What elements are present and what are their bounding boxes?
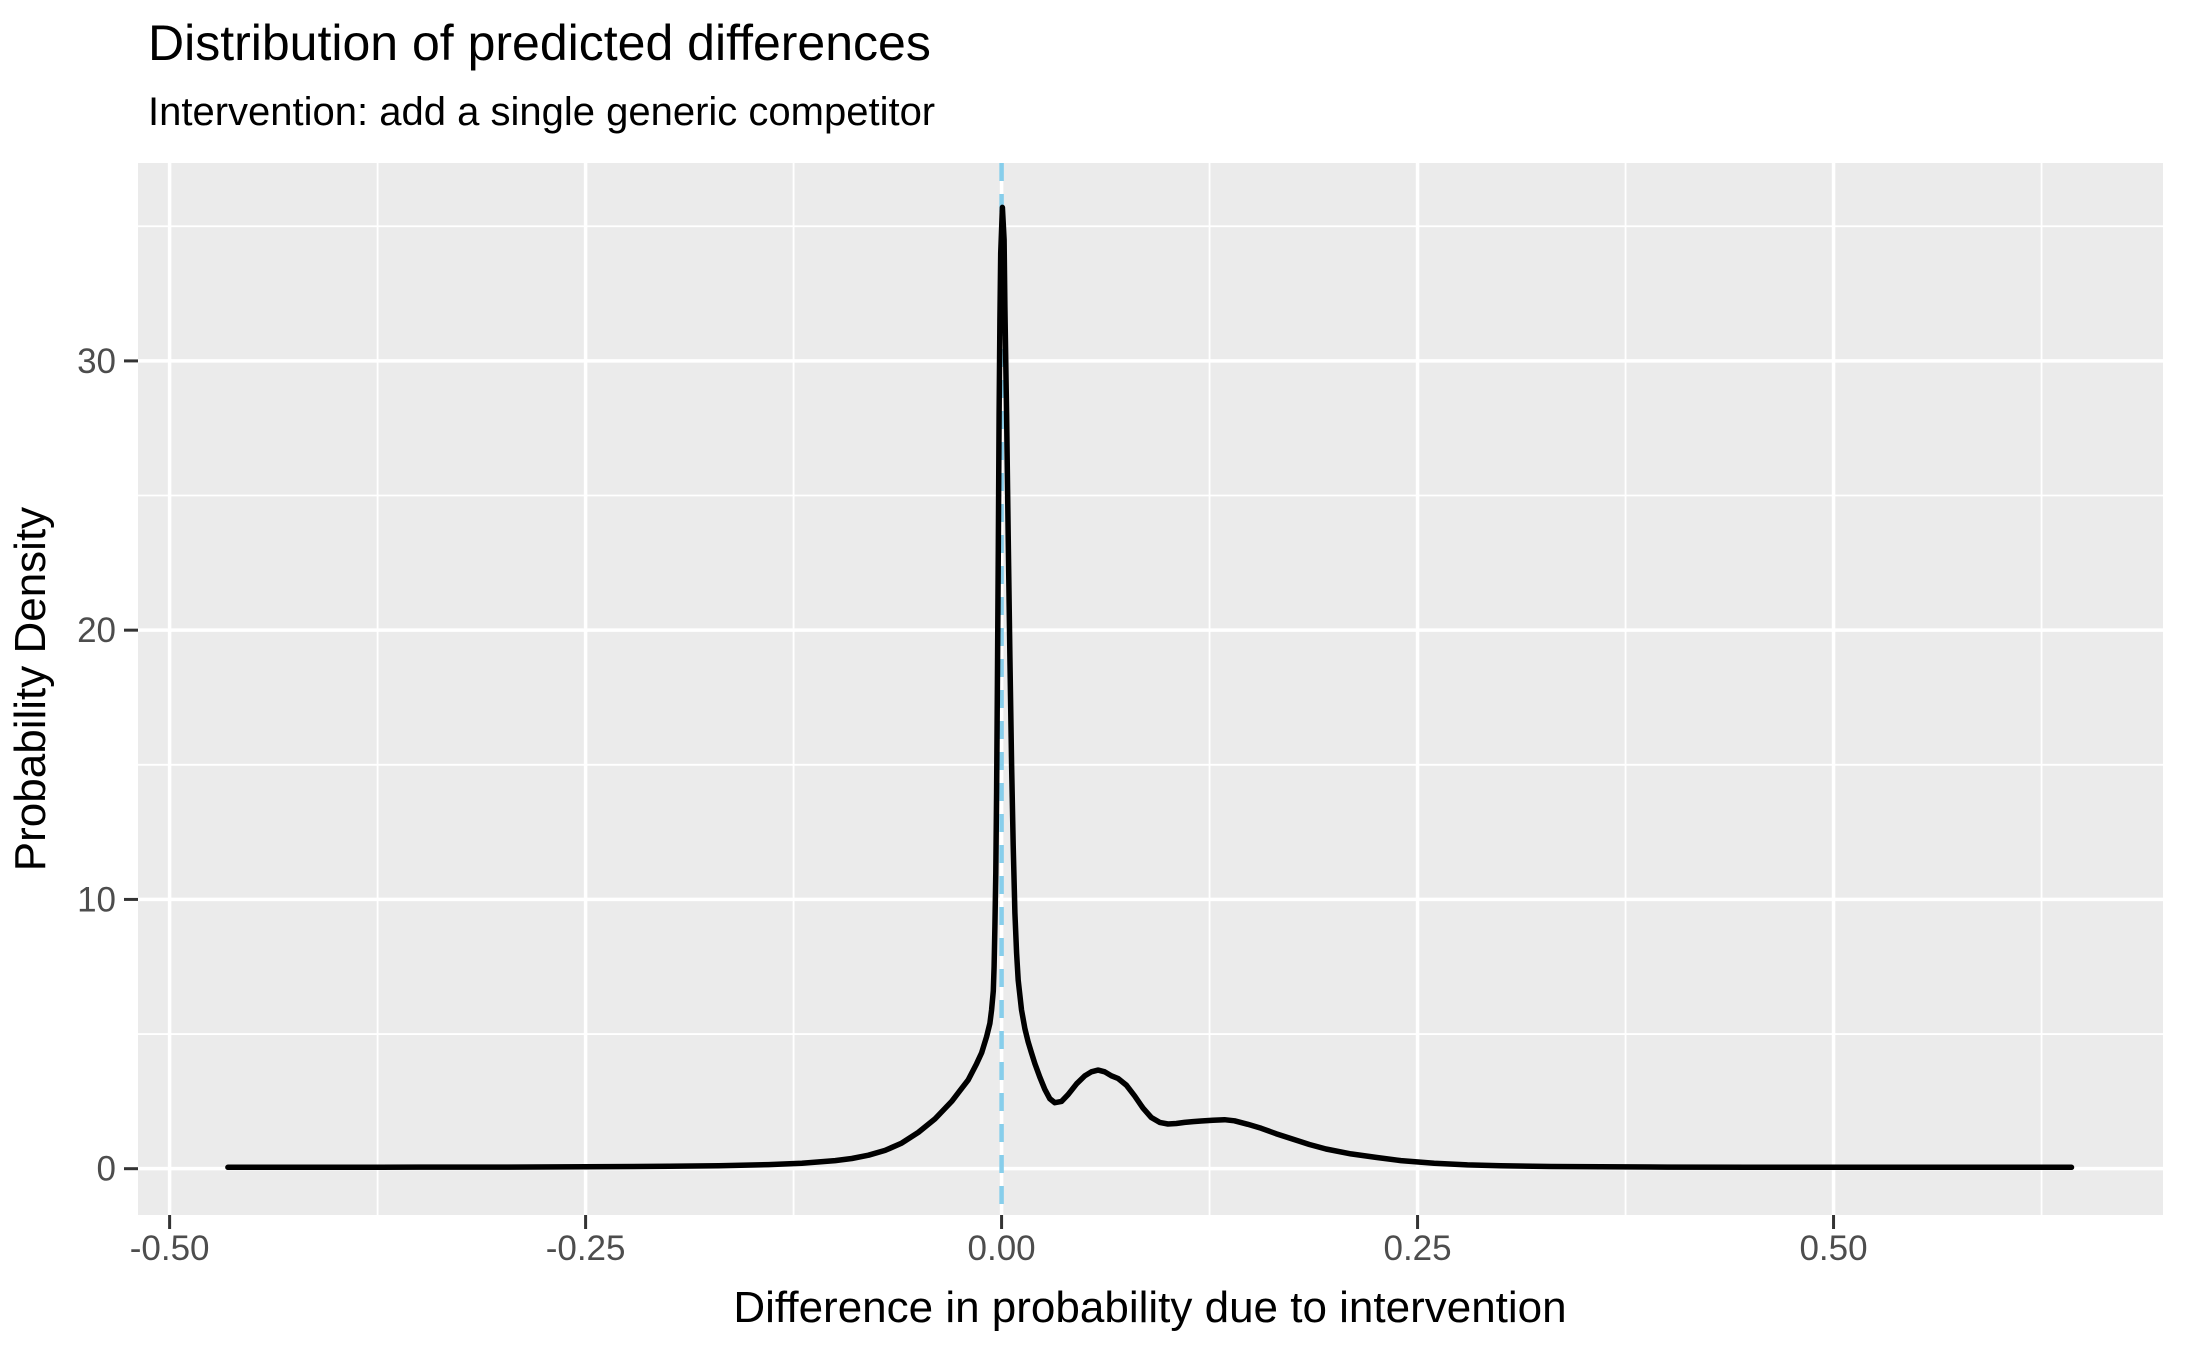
minor-gridlines xyxy=(138,163,2163,1215)
y-tick-label: 20 xyxy=(77,611,116,650)
y-tick-label: 0 xyxy=(97,1150,116,1189)
axis-tick-labels: -0.50 -0.25 0.00 0.25 0.50 0 10 20 30 xyxy=(77,342,1868,1268)
y-tick-label: 10 xyxy=(77,880,116,919)
x-tick-label: -0.50 xyxy=(130,1229,210,1268)
x-tick-label: 0.25 xyxy=(1383,1229,1451,1268)
axis-tick-marks xyxy=(124,359,1836,1229)
chart-title: Distribution of predicted differences xyxy=(148,15,931,71)
x-tick-label: 0.50 xyxy=(1799,1229,1867,1268)
plot-panel xyxy=(138,163,2163,1215)
x-axis-title: Difference in probability due to interve… xyxy=(733,1283,1566,1332)
y-tick-label: 30 xyxy=(77,342,116,381)
series-predicted-difference-density xyxy=(225,204,2075,1171)
x-tick-label: -0.25 xyxy=(546,1229,626,1268)
density-curve xyxy=(225,204,2075,1171)
chart-subtitle: Intervention: add a single generic compe… xyxy=(148,90,935,134)
x-tick-label: 0.00 xyxy=(968,1229,1036,1268)
y-axis-title: Probability Density xyxy=(6,507,55,871)
